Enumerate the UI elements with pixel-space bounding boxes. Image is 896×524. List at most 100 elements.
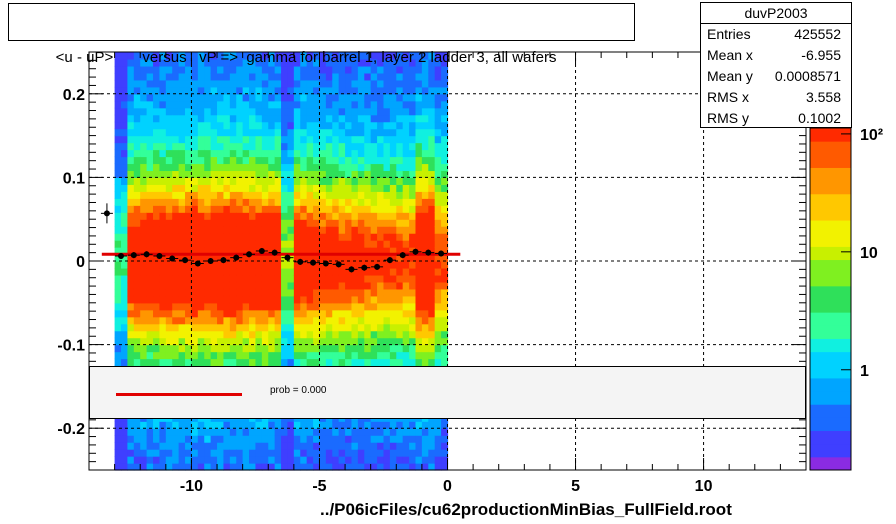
heatmap-cell — [415, 65, 423, 74]
heatmap-cell — [229, 226, 237, 234]
heatmap-cell — [172, 142, 180, 151]
heatmap-cell — [185, 156, 193, 165]
heatmap-cell — [114, 163, 122, 172]
heatmap-cell — [153, 72, 161, 81]
heatmap-cell — [383, 435, 391, 443]
heatmap-cell — [217, 323, 225, 332]
heatmap-cell — [421, 58, 429, 67]
heatmap-cell — [428, 128, 436, 137]
heatmap-cell — [421, 337, 429, 346]
heatmap-cell — [121, 267, 129, 276]
heatmap-cell — [441, 135, 449, 144]
heatmap-cell — [274, 337, 282, 346]
heatmap-cell — [345, 219, 353, 227]
heatmap-cell — [197, 428, 205, 436]
heatmap-cell — [261, 281, 269, 290]
heatmap-cell — [415, 295, 423, 304]
heatmap-cell — [357, 309, 365, 318]
heatmap-cell — [133, 428, 141, 436]
heatmap-cell — [261, 72, 269, 81]
heatmap-cell — [274, 163, 282, 172]
heatmap-cell — [325, 107, 333, 116]
heatmap-cell — [261, 309, 269, 318]
heatmap-cell — [249, 261, 257, 269]
heatmap-cell — [159, 344, 167, 353]
heatmap-cell — [197, 184, 205, 192]
heatmap-cell — [364, 330, 372, 339]
heatmap-cell — [338, 212, 346, 220]
heatmap-cell — [370, 184, 378, 192]
heatmap-cell — [383, 121, 391, 130]
heatmap-cell — [402, 79, 410, 88]
heatmap-cell — [146, 261, 154, 269]
heatmap-cell — [370, 100, 378, 109]
heatmap-cell — [345, 240, 353, 248]
heatmap-cell — [293, 421, 301, 429]
heatmap-cell — [402, 226, 410, 234]
heatmap-cell — [441, 219, 449, 227]
heatmap-cell — [364, 114, 372, 123]
heatmap-cell — [204, 274, 212, 283]
heatmap-cell — [268, 281, 276, 290]
heatmap-cell — [185, 295, 193, 304]
heatmap-cell — [191, 100, 199, 109]
heatmap-cell — [146, 205, 154, 213]
heatmap-cell — [159, 274, 167, 283]
heatmap-cell — [389, 79, 397, 88]
heatmap-cell — [364, 323, 372, 332]
heatmap-cell — [268, 93, 276, 102]
heatmap-cell — [229, 247, 237, 255]
heatmap-cell — [332, 337, 340, 346]
heatmap-cell — [281, 149, 289, 158]
heatmap-cell — [428, 65, 436, 74]
heatmap-cell — [306, 302, 314, 311]
heatmap-cell — [364, 205, 372, 213]
heatmap-cell — [127, 351, 135, 360]
heatmap-cell — [377, 316, 385, 325]
heatmap-cell — [217, 114, 225, 123]
heatmap-cell — [229, 219, 237, 227]
heatmap-cell — [172, 52, 180, 60]
heatmap-cell — [281, 121, 289, 130]
heatmap-cell — [383, 456, 391, 464]
heatmap-cell — [236, 323, 244, 332]
heatmap-cell — [434, 170, 442, 178]
heatmap-cell — [415, 351, 423, 360]
heatmap-cell — [383, 330, 391, 339]
heatmap-cell — [428, 302, 436, 311]
profile-point — [103, 210, 110, 217]
heatmap-cell — [178, 281, 186, 290]
heatmap-cell — [140, 240, 148, 248]
heatmap-cell — [146, 52, 154, 60]
heatmap-cell — [396, 267, 404, 276]
heatmap-cell — [140, 121, 148, 130]
heatmap-cell — [236, 128, 244, 137]
heatmap-cell — [396, 309, 404, 318]
heatmap-cell — [236, 351, 244, 360]
heatmap-cell — [210, 58, 218, 67]
heatmap-cell — [255, 351, 263, 360]
heatmap-cell — [415, 302, 423, 311]
heatmap-cell — [229, 435, 237, 443]
heatmap-cell — [153, 170, 161, 178]
heatmap-cell — [325, 463, 333, 471]
heatmap-cell — [255, 428, 263, 436]
heatmap-cell — [121, 421, 129, 429]
heatmap-cell — [127, 323, 135, 332]
heatmap-cell — [140, 163, 148, 172]
heatmap-cell — [191, 205, 199, 213]
heatmap-cell — [421, 142, 429, 151]
heatmap-cell — [133, 281, 141, 290]
heatmap-cell — [377, 288, 385, 297]
heatmap-cell — [242, 149, 250, 158]
profile-point — [130, 252, 137, 259]
heatmap-cell — [242, 170, 250, 178]
heatmap-cell — [313, 330, 321, 339]
heatmap-cell — [293, 72, 301, 81]
y-tick-label: 0.2 — [63, 87, 85, 104]
heatmap-cell — [255, 358, 263, 367]
heatmap-cell — [332, 449, 340, 457]
heatmap-cell — [261, 219, 269, 227]
heatmap-cell — [236, 295, 244, 304]
heatmap-cell — [338, 330, 346, 339]
